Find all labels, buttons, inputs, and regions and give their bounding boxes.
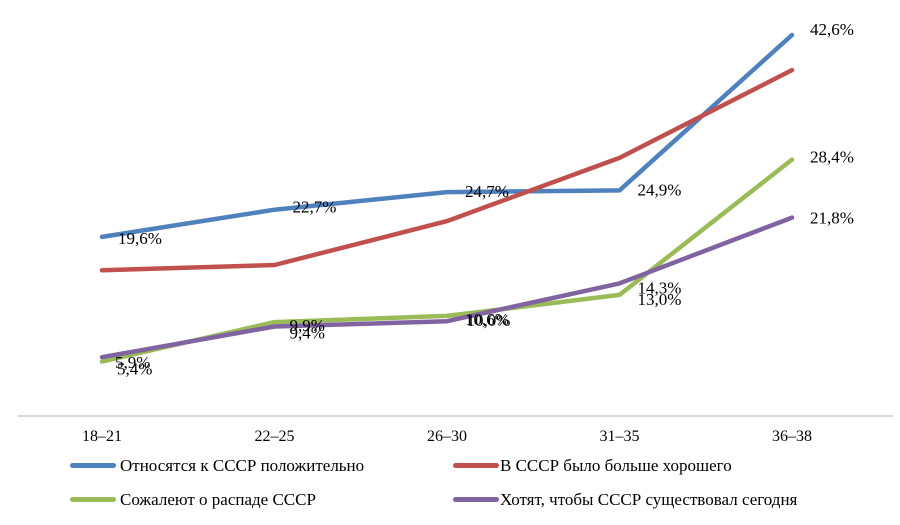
legend-label-want-ussr-today: Хотят, чтобы СССР существовал сегодня (500, 490, 798, 509)
x-axis-label-4: 36–38 (772, 428, 812, 445)
legend-marker-regret-collapse (70, 497, 116, 502)
legend-label-regret-collapse: Сожалеют о распаде СССР (120, 490, 316, 509)
data-label-want-ussr-today-4: 21,8% (810, 209, 854, 228)
legend-label-more-good-in-ussr: В СССР было больше хорошего (500, 456, 732, 475)
data-label-want-ussr-today-2: 10,0% (467, 311, 511, 330)
legend-label-attitude-positive: Относятся к СССР положительно (120, 456, 365, 475)
x-axis-label-2: 26–30 (427, 428, 467, 445)
data-label-regret-collapse-1: 9,9% (290, 316, 325, 335)
data-label-attitude-positive-0: 19,6% (118, 229, 162, 248)
data-label-attitude-positive-2: 24,7% (465, 182, 509, 201)
legend-marker-attitude-positive (70, 463, 116, 468)
legend-marker-more-good-in-ussr (453, 463, 499, 468)
plot-area: 18–21 22–25 26–30 31–35 36–38 19,6% 22,7% 24,7%… (18, 20, 893, 445)
x-axis-label-1: 22–25 (255, 428, 295, 445)
series-line-attitude-positive (99, 32, 795, 240)
data-label-attitude-positive-1: 22,7% (293, 198, 337, 217)
data-label-regret-collapse-3: 13,0% (638, 290, 682, 309)
data-label-want-ussr-today-0: 5,9% (115, 353, 150, 372)
x-axis-label-0: 18–21 (82, 428, 122, 445)
legend-marker-want-ussr-today (453, 497, 499, 502)
data-label-want-ussr-today-3: 14,3% (638, 278, 682, 297)
series-line-more-good-in-ussr (99, 67, 795, 273)
data-label-attitude-positive-3: 24,9% (638, 180, 682, 199)
data-label-attitude-positive-4: 42,6% (810, 20, 854, 39)
data-label-want-ussr-today-1: 9,4% (290, 323, 325, 342)
data-label-regret-collapse-0: 5,4% (117, 360, 152, 379)
data-label-regret-collapse-4: 28,4% (810, 148, 854, 167)
series-line-want-ussr-today (99, 215, 795, 360)
data-label-regret-collapse-2: 10,6% (465, 310, 509, 329)
x-axis-label-3: 31–35 (600, 428, 640, 445)
